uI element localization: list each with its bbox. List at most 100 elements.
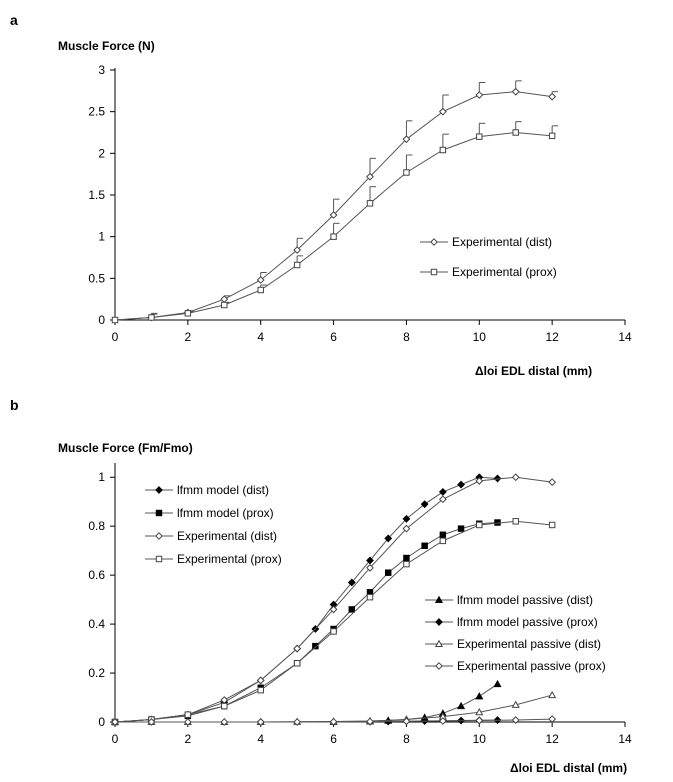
x-tick-label: 0 xyxy=(112,732,119,746)
data-point xyxy=(312,642,319,650)
data-point xyxy=(420,500,429,509)
data-point xyxy=(220,295,229,304)
legend-label: lfmm model (prox) xyxy=(177,506,274,520)
x-tick-label: 2 xyxy=(185,732,192,746)
data-point xyxy=(475,707,484,716)
data-point xyxy=(366,200,374,207)
legend-label: Experimental passive (prox) xyxy=(457,659,606,673)
data-point xyxy=(366,717,374,726)
data-point xyxy=(548,92,557,101)
y-tick-label: 0.2 xyxy=(88,666,105,680)
y-tick-label: 0.4 xyxy=(88,617,105,631)
y-tick-label: 1 xyxy=(98,230,105,244)
legend-entry: Experimental (dist) xyxy=(420,235,552,249)
data-point xyxy=(347,578,356,587)
x-tick-label: 14 xyxy=(618,732,632,746)
data-point xyxy=(548,132,556,140)
data-point xyxy=(293,644,302,653)
data-point xyxy=(439,146,447,154)
data-point xyxy=(421,542,428,549)
legend-marker xyxy=(434,595,444,604)
data-point xyxy=(511,87,520,96)
x-tick-label: 10 xyxy=(473,330,487,344)
data-point xyxy=(220,718,229,726)
data-point xyxy=(402,135,411,144)
x-tick-label: 6 xyxy=(330,330,337,344)
y-tick-label: 0 xyxy=(98,715,105,729)
data-point xyxy=(403,554,410,562)
x-tick-label: 4 xyxy=(257,732,264,746)
legend-entry: Experimental (dist) xyxy=(145,529,277,543)
data-point xyxy=(439,537,447,545)
data-point xyxy=(511,473,520,482)
data-point xyxy=(475,716,484,725)
panel-letter: a xyxy=(10,12,18,28)
data-point xyxy=(293,246,302,254)
legend-marker xyxy=(434,639,444,648)
data-point xyxy=(384,569,392,576)
y-tick-label: 0.6 xyxy=(88,568,105,582)
legend-entry: Experimental (prox) xyxy=(145,552,282,566)
data-point xyxy=(384,534,393,543)
legend-marker xyxy=(435,662,443,670)
data-point xyxy=(221,702,228,710)
data-point xyxy=(402,717,411,726)
x-axis-title: Δloi EDL distal (mm) xyxy=(475,364,592,378)
data-point xyxy=(330,628,337,635)
data-point xyxy=(147,718,156,726)
data-point xyxy=(184,711,192,718)
data-point xyxy=(476,133,483,140)
y-tick-label: 0.8 xyxy=(88,519,105,533)
data-point xyxy=(366,593,374,601)
data-point xyxy=(293,261,301,269)
data-point xyxy=(403,560,410,568)
data-point xyxy=(184,310,192,317)
data-point xyxy=(439,531,447,538)
x-axis-title: Δloi EDL distal (mm) xyxy=(510,761,627,775)
x-tick-label: 6 xyxy=(330,732,337,746)
data-point xyxy=(366,556,374,565)
legend-marker xyxy=(155,486,163,494)
legend-entry: lfmm model passive (dist) xyxy=(425,593,593,607)
data-point xyxy=(548,521,556,529)
data-point xyxy=(457,701,466,710)
legend-marker xyxy=(430,268,438,276)
data-point xyxy=(330,233,337,240)
panel-b: b Muscle Force (Fm/Fmo) Δloi EDL distal (m… xyxy=(10,397,632,775)
data-point xyxy=(438,495,447,504)
data-point xyxy=(457,480,465,489)
data-point xyxy=(438,717,447,725)
data-point xyxy=(111,316,119,324)
legend-marker xyxy=(155,555,163,563)
legend-label: lfmm model passive (dist) xyxy=(457,593,593,607)
x-tick-label: 0 xyxy=(112,330,119,344)
legend-entry: Experimental passive (dist) xyxy=(425,637,601,651)
data-point xyxy=(512,518,519,525)
series-0 xyxy=(111,80,559,324)
legend-label: Experimental (dist) xyxy=(452,235,552,249)
data-point xyxy=(402,514,411,523)
y-tick-label: 2 xyxy=(98,146,105,160)
data-point xyxy=(476,521,483,529)
data-point xyxy=(256,676,265,685)
data-point xyxy=(512,129,519,136)
x-tick-label: 10 xyxy=(473,732,487,746)
data-point xyxy=(548,715,557,723)
legend-label: Experimental (dist) xyxy=(177,529,277,543)
data-point xyxy=(293,718,302,726)
legend-marker xyxy=(430,238,438,246)
data-point xyxy=(256,276,265,284)
data-point xyxy=(148,314,155,321)
data-point xyxy=(493,474,502,483)
data-point xyxy=(475,692,484,700)
x-tick-label: 4 xyxy=(257,330,264,344)
x-tick-label: 12 xyxy=(545,330,559,344)
panel-a: a Muscle Force (N) Δloi EDL distal (mm) 0 0.… xyxy=(10,12,632,378)
data-point xyxy=(366,563,374,572)
y-tick-label: 2.5 xyxy=(88,105,105,119)
data-point xyxy=(111,718,119,726)
x-tick-label: 2 xyxy=(185,330,192,344)
x-tick-label: 14 xyxy=(618,330,632,344)
data-point xyxy=(548,690,557,699)
